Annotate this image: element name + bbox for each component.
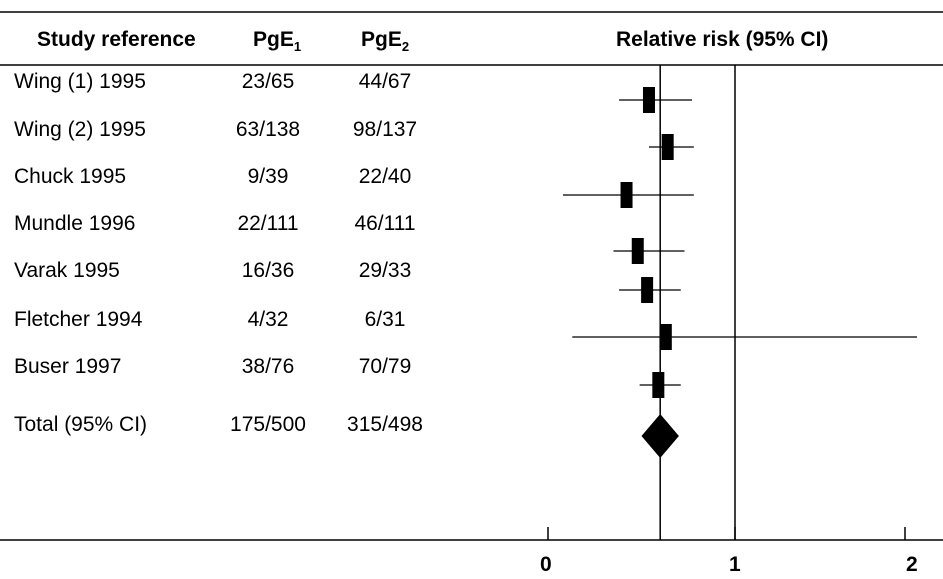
pge2-value: 29/33 bbox=[358, 259, 412, 282]
pge1-value: 16/36 bbox=[241, 259, 295, 282]
x-tick-label-0: 0 bbox=[540, 553, 552, 576]
x-tick-label-2: 2 bbox=[906, 553, 918, 576]
pge1-value: 9/39 bbox=[247, 165, 289, 188]
header-pge2: PgE2 bbox=[361, 28, 409, 54]
header-pge1: PgE1 bbox=[253, 28, 301, 54]
x-tick-label-1: 1 bbox=[729, 553, 741, 576]
header-relative-risk: Relative risk (95% CI) bbox=[616, 28, 829, 51]
point-estimate-box bbox=[631, 238, 644, 264]
study-name: Total (95% CI) bbox=[14, 413, 148, 436]
pge1-value: 38/76 bbox=[241, 355, 295, 378]
pge1-value: 23/65 bbox=[241, 70, 295, 93]
header-pge1-label: PgE bbox=[253, 28, 294, 51]
pge2-value: 315/498 bbox=[347, 413, 423, 436]
study-name: Fletcher 1994 bbox=[14, 308, 143, 331]
study-name: Mundle 1996 bbox=[14, 212, 136, 235]
study-name: Varak 1995 bbox=[14, 259, 120, 282]
header-pge2-subscript: 2 bbox=[401, 39, 410, 55]
study-name: Buser 1997 bbox=[14, 355, 122, 378]
plot-area bbox=[547, 65, 917, 540]
point-estimate-box bbox=[652, 372, 665, 398]
pge1-value: 63/138 bbox=[235, 118, 301, 141]
header-pge2-label: PgE bbox=[361, 28, 402, 51]
pge2-value: 70/79 bbox=[358, 355, 412, 378]
total-diamond bbox=[641, 414, 679, 458]
point-estimate-box bbox=[641, 277, 654, 303]
study-name: Wing (2) 1995 bbox=[14, 118, 146, 141]
header-pge1-subscript: 1 bbox=[293, 39, 302, 55]
pge2-value: 22/40 bbox=[358, 165, 412, 188]
header-study-reference: Study reference bbox=[37, 28, 196, 51]
point-estimate-box bbox=[620, 182, 633, 208]
pge2-value: 46/111 bbox=[354, 212, 416, 235]
study-name: Wing (1) 1995 bbox=[14, 70, 146, 93]
pge2-value: 98/137 bbox=[352, 118, 418, 141]
pge2-value: 44/67 bbox=[358, 70, 412, 93]
pge2-value: 6/31 bbox=[364, 308, 406, 331]
pge1-value: 175/500 bbox=[230, 413, 306, 436]
point-estimate-box bbox=[642, 87, 655, 113]
study-name: Chuck 1995 bbox=[14, 165, 127, 188]
point-estimate-box bbox=[659, 324, 672, 350]
pge1-value: 4/32 bbox=[247, 308, 289, 331]
point-estimate-box bbox=[661, 134, 674, 160]
pge1-value: 22/111 bbox=[237, 212, 299, 235]
